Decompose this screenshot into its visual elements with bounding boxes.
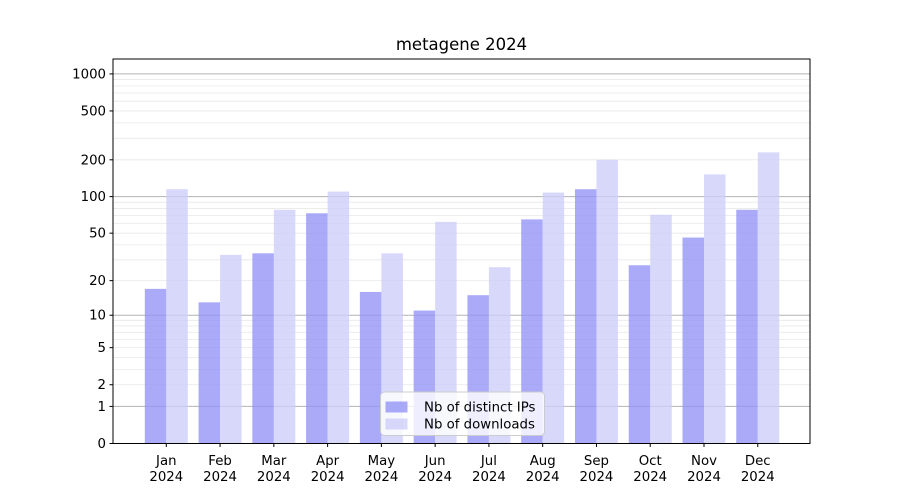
x-tick-label: Aug 2024 xyxy=(526,454,560,485)
y-tick-label: 10 xyxy=(89,309,106,324)
x-tick-label: Feb 2024 xyxy=(203,454,237,485)
bar-distinct-ips-apr xyxy=(306,213,328,444)
bar-distinct-ips-sep xyxy=(574,189,597,444)
x-tick-label: Jun 2024 xyxy=(418,454,452,485)
bar-downloads-mar xyxy=(273,209,296,444)
bar-downloads-aug xyxy=(542,192,565,444)
plot-border xyxy=(112,58,811,444)
legend-box xyxy=(380,391,545,436)
bar-downloads-jan xyxy=(166,189,188,444)
bar-downloads-oct xyxy=(650,214,672,444)
y-tick-label: 20 xyxy=(89,274,106,289)
y-tick-label: 5 xyxy=(98,341,106,356)
x-tick-label: Oct 2024 xyxy=(633,454,667,485)
bar-distinct-ips-dec xyxy=(736,209,758,444)
bar-distinct-ips-aug xyxy=(521,219,543,444)
y-tick-label: 500 xyxy=(81,104,106,119)
bar-downloads-sep xyxy=(596,159,618,444)
bar-downloads-apr xyxy=(327,191,350,444)
legend-swatch-distinct-ips xyxy=(385,401,408,413)
legend-label-downloads: Nb of downloads xyxy=(424,418,535,433)
x-tick-label: Jan 2024 xyxy=(149,454,183,485)
bar-downloads-feb xyxy=(220,254,242,444)
x-tick-label: Nov 2024 xyxy=(687,454,721,485)
y-tick-label: 0 xyxy=(98,437,106,452)
x-tick-label: Apr 2024 xyxy=(311,454,345,485)
y-tick-label: 50 xyxy=(89,227,106,242)
y-tick-label: 100 xyxy=(81,190,106,205)
x-tick-label: Dec 2024 xyxy=(741,454,775,485)
y-tick-label: 1000 xyxy=(72,67,106,82)
legend-swatch-downloads xyxy=(385,418,408,430)
x-tick-label: May 2024 xyxy=(364,454,398,485)
bar-downloads-jun xyxy=(435,221,457,444)
y-tick-label: 200 xyxy=(81,153,106,168)
x-tick-label: Mar 2024 xyxy=(257,454,291,485)
bar-downloads-dec xyxy=(757,152,780,444)
bar-distinct-ips-nov xyxy=(682,237,704,444)
y-tick-label: 2 xyxy=(98,378,106,393)
chart-title: metagene 2024 xyxy=(395,35,528,54)
bar-distinct-ips-jan xyxy=(144,288,167,444)
bar-distinct-ips-mar xyxy=(252,253,274,444)
bar-distinct-ips-may xyxy=(359,291,382,444)
x-tick-label: Jul 2024 xyxy=(472,454,506,485)
bar-distinct-ips-oct xyxy=(628,265,651,444)
bar-distinct-ips-feb xyxy=(198,302,221,444)
bar-downloads-nov xyxy=(704,174,726,444)
y-tick-label: 1 xyxy=(98,400,106,415)
legend-label-distinct-ips: Nb of distinct IPs xyxy=(424,401,536,416)
x-tick-label: Sep 2024 xyxy=(580,454,614,485)
